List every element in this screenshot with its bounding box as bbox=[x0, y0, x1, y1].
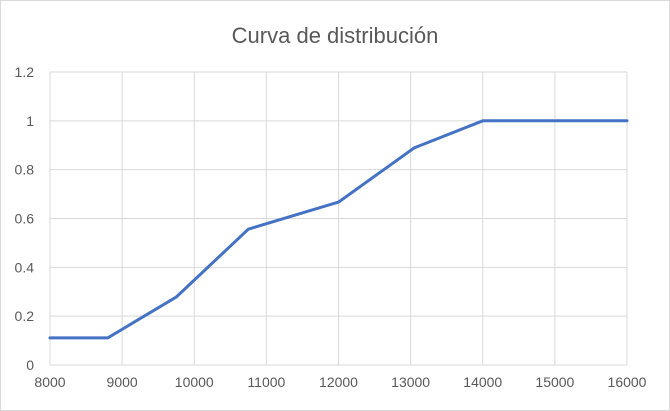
x-axis-tick-labels: 8000 9000 10000 11000 12000 13000 14000 15000 16… bbox=[34, 374, 646, 390]
y-axis-tick-labels: 0 0.2 0.4 0.6 0.8 1 1.2 bbox=[15, 64, 35, 373]
x-tick-label: 14000 bbox=[463, 374, 502, 390]
chart-title: Curva de distribución bbox=[232, 23, 439, 48]
series-layer bbox=[48, 119, 629, 340]
x-tick-label: 13000 bbox=[391, 374, 430, 390]
y-tick-label: 1.2 bbox=[15, 64, 35, 80]
x-tick-label: 10000 bbox=[175, 374, 214, 390]
y-tick-label: 0.6 bbox=[15, 211, 35, 227]
y-tick-label: 0 bbox=[26, 357, 34, 373]
y-tick-label: 1 bbox=[26, 113, 34, 129]
series-line bbox=[48, 119, 629, 340]
y-tick-label: 0.2 bbox=[15, 308, 35, 324]
horizontal-gridlines bbox=[50, 71, 627, 366]
x-tick-label: 15000 bbox=[535, 374, 574, 390]
x-tick-label: 11000 bbox=[247, 374, 285, 390]
y-tick-label: 0.4 bbox=[15, 259, 35, 275]
x-tick-label: 8000 bbox=[34, 374, 65, 390]
y-tick-label: 0.8 bbox=[15, 162, 35, 178]
x-tick-label: 9000 bbox=[107, 374, 138, 390]
x-tick-label: 16000 bbox=[608, 374, 647, 390]
x-tick-label: 12000 bbox=[319, 374, 358, 390]
